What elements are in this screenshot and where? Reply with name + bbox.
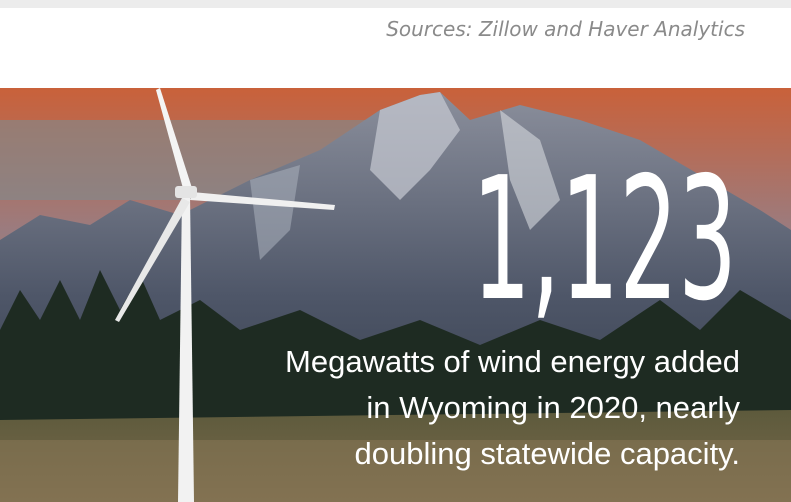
caption-line: in Wyoming in 2020, nearly [366, 390, 740, 425]
background-photo [0, 88, 791, 502]
source-note: Sources: Zillow and Haver Analytics [386, 17, 745, 41]
caption-line: Megawatts of wind energy added [285, 344, 740, 379]
caption-line: doubling statewide capacity. [355, 436, 740, 471]
top-strip [0, 0, 791, 8]
stat-value: 1,123 [472, 141, 737, 339]
wind-turbine [115, 88, 335, 502]
